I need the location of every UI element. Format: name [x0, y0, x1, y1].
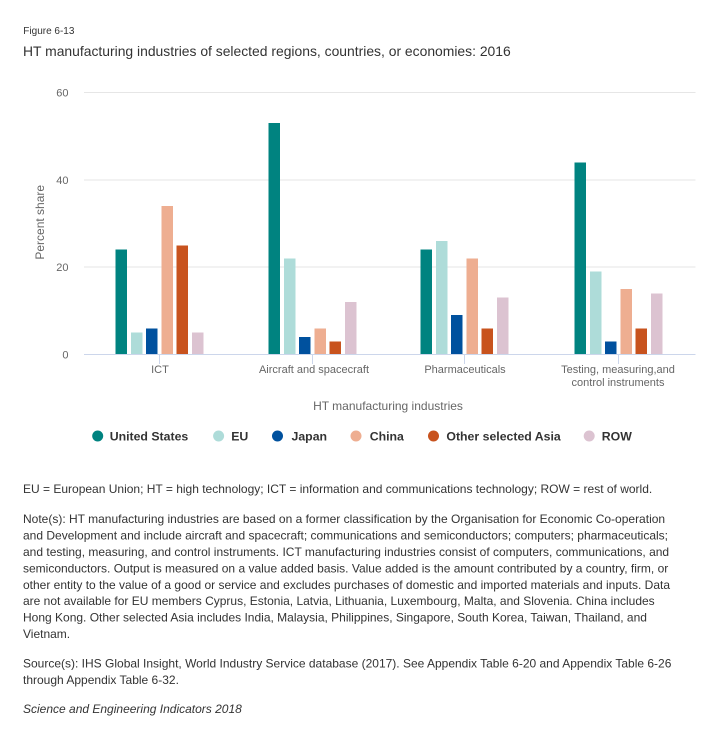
svg-text:Percent share: Percent share	[33, 185, 47, 260]
svg-text:Vietnam.: Vietnam.	[23, 627, 70, 641]
svg-text:Other selected Asia: Other selected Asia	[446, 430, 561, 444]
svg-text:0: 0	[62, 350, 68, 362]
svg-text:EU = European Union; HT = high: EU = European Union; HT = high technolog…	[23, 482, 652, 496]
svg-text:ROW: ROW	[602, 430, 632, 444]
svg-text:and testing, measuring, and co: and testing, measuring, and control inst…	[23, 545, 669, 559]
svg-text:60: 60	[56, 88, 68, 100]
svg-text:20: 20	[56, 262, 68, 274]
svg-text:HT manufacturing industries: HT manufacturing industries	[313, 399, 463, 413]
svg-text:semiconductors. Output is meas: semiconductors. Output is measured on a …	[23, 561, 668, 575]
svg-text:Science and Engineering Indica: Science and Engineering Indicators 2018	[23, 702, 242, 716]
svg-text:HT manufacturing industries of: HT manufacturing industries of selected …	[23, 43, 511, 59]
svg-text:40: 40	[56, 175, 68, 187]
svg-text:Figure 6-13: Figure 6-13	[23, 26, 75, 37]
svg-text:ICT: ICT	[151, 364, 169, 376]
svg-text:Pharmaceuticals: Pharmaceuticals	[424, 364, 506, 376]
svg-text:Testing, measuring,and: Testing, measuring,and	[561, 364, 675, 376]
svg-text:other entity to the value of a: other entity to the value of a good or s…	[23, 578, 670, 592]
svg-text:control instruments: control instruments	[572, 377, 665, 389]
svg-text:Hong Kong. Other selected Asia: Hong Kong. Other selected Asia includes …	[23, 611, 647, 625]
svg-text:Japan: Japan	[292, 430, 328, 444]
svg-text:are not available for EU membe: are not available for EU members Cyprus,…	[23, 594, 655, 608]
svg-text:EU: EU	[231, 430, 248, 444]
svg-text:China: China	[370, 430, 404, 444]
svg-text:Aircraft and spacecraft: Aircraft and spacecraft	[259, 364, 369, 376]
svg-text:through Appendix Table 6-32.: through Appendix Table 6-32.	[23, 673, 179, 687]
svg-text:Source(s): IHS Global Insight,: Source(s): IHS Global Insight, World Ind…	[23, 657, 672, 671]
svg-text:Note(s): HT manufacturing indu: Note(s): HT manufacturing industries are…	[23, 512, 665, 526]
svg-text:United States: United States	[110, 430, 189, 444]
svg-text:and Development and include ai: and Development and include aircraft and…	[23, 529, 668, 543]
